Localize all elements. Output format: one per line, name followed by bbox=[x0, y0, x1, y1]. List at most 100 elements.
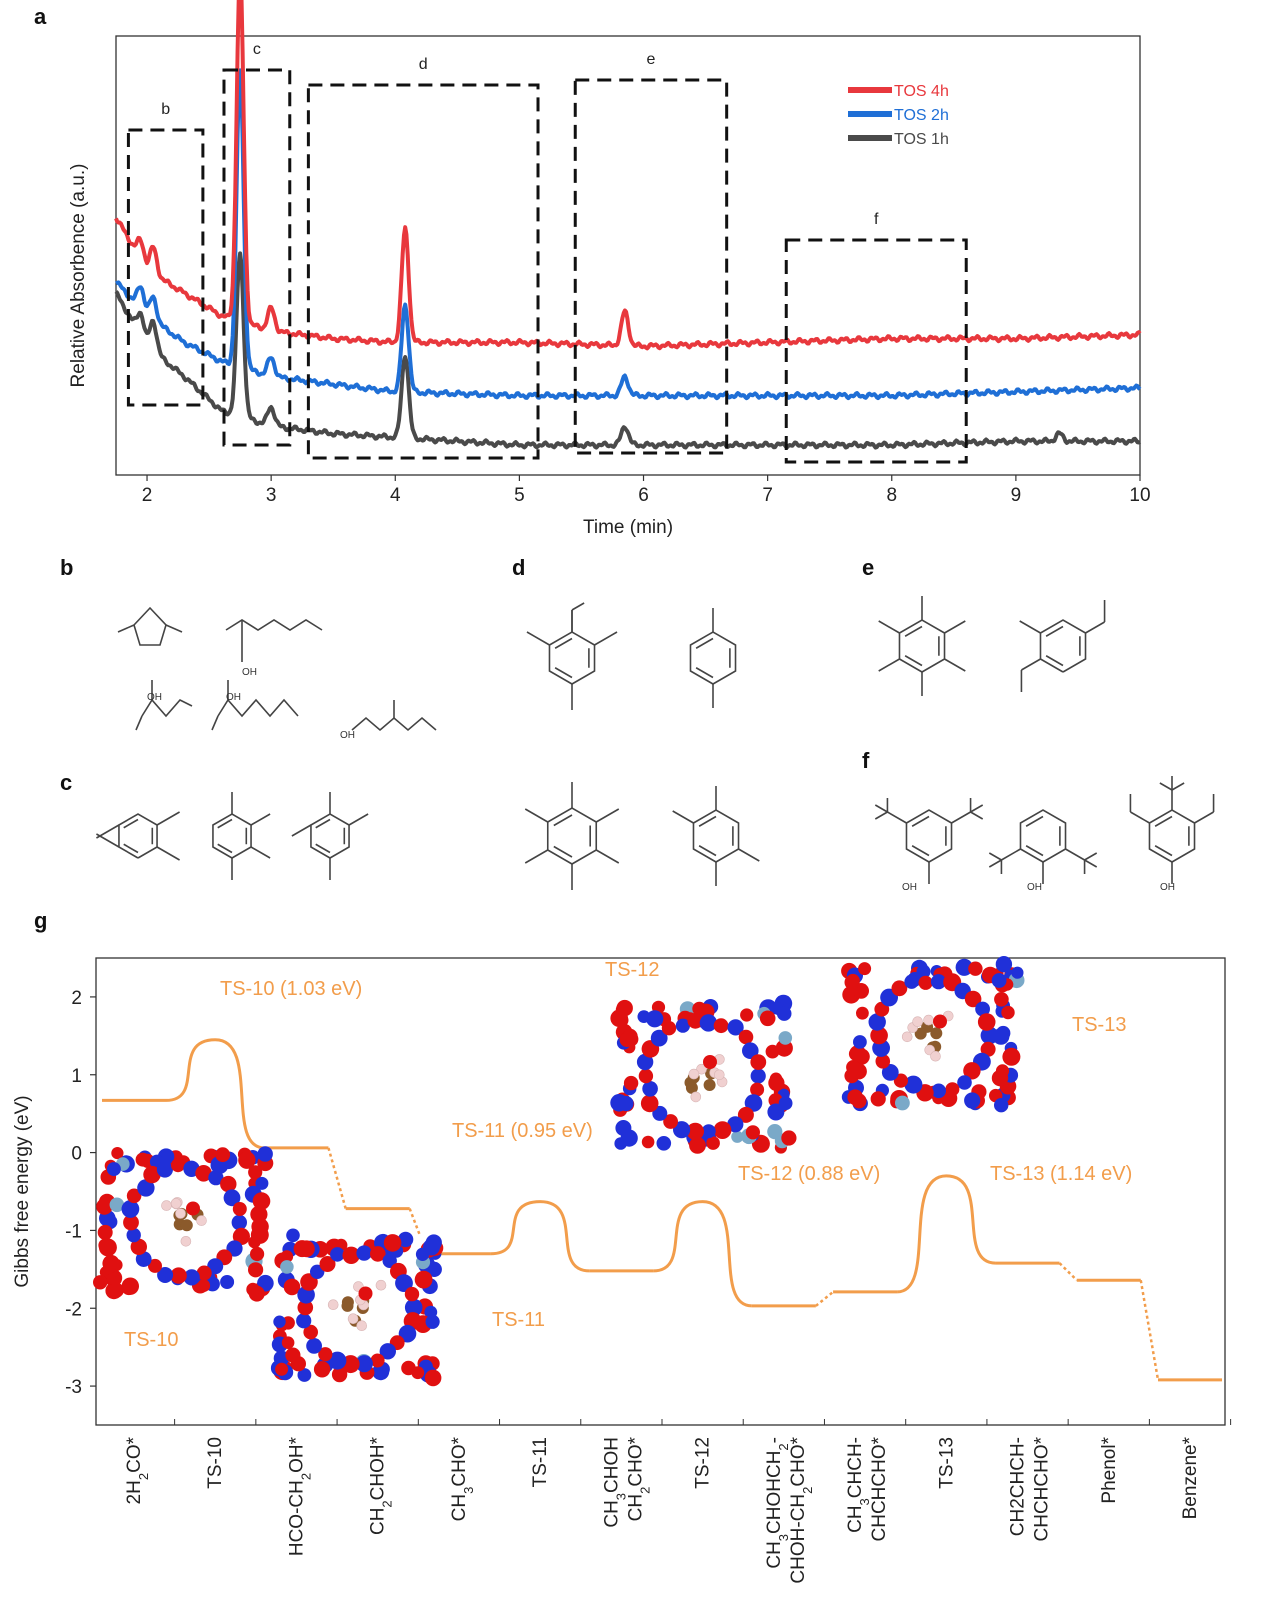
atom bbox=[156, 1161, 173, 1178]
barrier-curve bbox=[896, 1174, 996, 1294]
bond bbox=[554, 667, 573, 679]
bond bbox=[217, 818, 233, 829]
atom bbox=[690, 1091, 702, 1103]
bond bbox=[1065, 848, 1085, 861]
atom bbox=[844, 975, 860, 990]
region-box-label-c: c bbox=[253, 41, 261, 58]
atom bbox=[232, 1202, 247, 1216]
atom bbox=[137, 1179, 155, 1197]
x-category-label: TS-12 bbox=[693, 1437, 714, 1489]
bond bbox=[1171, 782, 1185, 791]
bond bbox=[546, 807, 598, 865]
barrier-curve bbox=[653, 1200, 753, 1308]
atom bbox=[238, 1151, 256, 1169]
atom bbox=[121, 1200, 140, 1218]
atom bbox=[706, 1136, 720, 1150]
bond bbox=[988, 859, 1002, 868]
bond bbox=[595, 849, 620, 864]
bond bbox=[695, 667, 714, 679]
dotted-connector bbox=[815, 1290, 834, 1307]
atom bbox=[126, 1188, 142, 1204]
atom bbox=[858, 962, 872, 976]
bond bbox=[689, 631, 737, 685]
atom bbox=[97, 1224, 113, 1240]
bond bbox=[1045, 625, 1064, 637]
bond bbox=[310, 813, 350, 859]
bond bbox=[1019, 620, 1041, 634]
image-label-ts12: TS-12 bbox=[605, 959, 659, 981]
atom bbox=[745, 1125, 761, 1140]
atom bbox=[148, 1258, 162, 1273]
bond bbox=[1045, 655, 1064, 667]
atom bbox=[171, 1158, 185, 1173]
atom bbox=[423, 1238, 440, 1256]
atom bbox=[220, 1175, 237, 1193]
atom bbox=[297, 1299, 314, 1316]
atom bbox=[1001, 1005, 1015, 1020]
bond bbox=[554, 637, 573, 649]
region-box-e bbox=[573, 78, 729, 455]
atom bbox=[121, 1277, 139, 1295]
x-category-label: CH3CHOH bbox=[601, 1437, 628, 1528]
x-tick-label: 10 bbox=[1129, 485, 1150, 506]
atom bbox=[157, 1267, 174, 1283]
x-tick-label: 5 bbox=[514, 485, 525, 506]
region-box-label-e: e bbox=[647, 51, 656, 68]
atom bbox=[656, 1136, 672, 1151]
atom bbox=[616, 999, 633, 1017]
atom bbox=[727, 1116, 744, 1133]
atom bbox=[180, 1219, 193, 1232]
bond bbox=[692, 809, 740, 863]
bond bbox=[1021, 658, 1041, 671]
legend-label: TOS 1h bbox=[894, 131, 949, 148]
atom bbox=[856, 1006, 869, 1020]
atom bbox=[1002, 1047, 1021, 1066]
atom bbox=[248, 1165, 263, 1180]
bond bbox=[217, 843, 233, 854]
bond bbox=[348, 813, 369, 826]
atom bbox=[395, 1274, 413, 1292]
atom bbox=[652, 1105, 668, 1121]
atom bbox=[891, 980, 908, 997]
bond bbox=[988, 852, 1002, 861]
atom bbox=[750, 1082, 765, 1097]
energy-profile-chart: 2 1 0 -1 -2 -3 Gibbs free energy (eV) 2H2CO* TS-… bbox=[12, 956, 1232, 1584]
atom bbox=[742, 1042, 759, 1059]
atom bbox=[995, 956, 1013, 973]
bond bbox=[141, 698, 193, 718]
atom bbox=[358, 1286, 373, 1301]
atom bbox=[646, 1010, 664, 1028]
bond bbox=[123, 818, 139, 829]
x-tick-label: 8 bbox=[886, 485, 897, 506]
panel-letter-b: b bbox=[60, 555, 73, 580]
zeolite-structure-image bbox=[841, 956, 1025, 1113]
atom bbox=[232, 1227, 250, 1245]
atom bbox=[126, 1227, 141, 1243]
bond bbox=[250, 813, 271, 826]
bond bbox=[874, 804, 888, 813]
atom bbox=[767, 1103, 785, 1121]
atom bbox=[425, 1314, 440, 1329]
region-box-b bbox=[126, 128, 205, 407]
x-category-label: 2H2CO* bbox=[124, 1436, 151, 1504]
bond bbox=[1130, 811, 1150, 824]
atom bbox=[692, 1001, 707, 1016]
oh-label: OH bbox=[226, 692, 241, 703]
atom bbox=[850, 1063, 867, 1080]
x-category-label: CH2CHO* bbox=[625, 1436, 652, 1521]
atom bbox=[994, 1098, 1009, 1113]
bond bbox=[250, 846, 271, 859]
atom bbox=[930, 1027, 943, 1040]
atom bbox=[106, 1272, 120, 1285]
atom bbox=[765, 1044, 780, 1059]
x-tick-label: 9 bbox=[1011, 485, 1022, 506]
atom bbox=[994, 992, 1009, 1007]
annotation-ts11: TS-11 (0.95 eV) bbox=[452, 1120, 593, 1142]
atom bbox=[776, 1006, 792, 1021]
atom bbox=[108, 1282, 124, 1298]
atom bbox=[180, 1236, 192, 1247]
dotted-connector bbox=[408, 1208, 429, 1255]
atom bbox=[995, 1064, 1010, 1078]
bond bbox=[1039, 619, 1087, 673]
atom bbox=[853, 1048, 870, 1065]
